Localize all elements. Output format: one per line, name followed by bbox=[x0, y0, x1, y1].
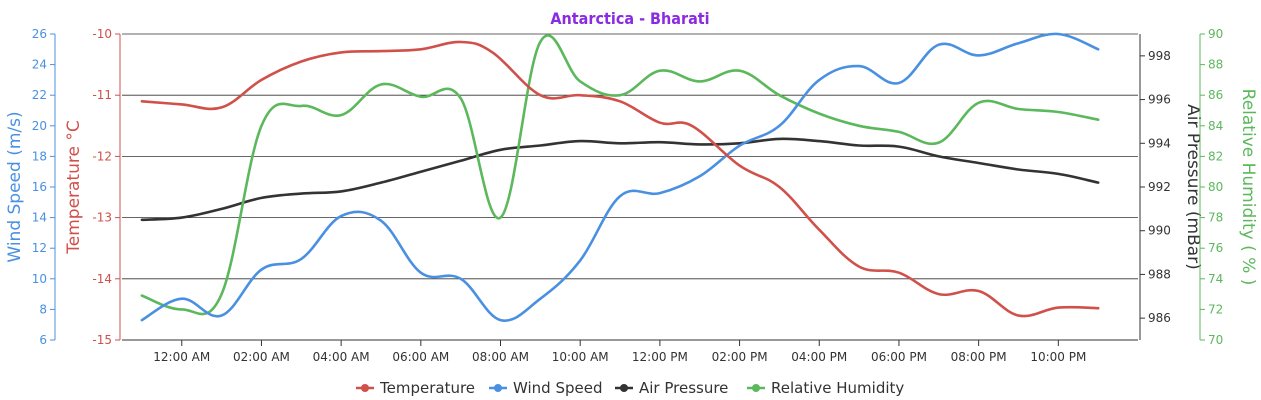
legend-label: Air Pressure bbox=[639, 379, 728, 397]
wind-tick-label: 18 bbox=[32, 149, 47, 163]
x-tick-label: 08:00 PM bbox=[951, 350, 1007, 364]
wind-tick-label: 12 bbox=[32, 241, 47, 255]
wind-tick-label: 20 bbox=[32, 119, 47, 133]
legend-label: Wind Speed bbox=[513, 379, 603, 397]
humidity-tick-label: 78 bbox=[1208, 211, 1223, 225]
x-tick-label: 08:00 AM bbox=[472, 350, 529, 364]
legend-swatch-marker bbox=[361, 384, 369, 392]
wind-tick-label: 24 bbox=[32, 58, 47, 72]
humidity-tick-label: 76 bbox=[1208, 241, 1223, 255]
legend-label: Relative Humidity bbox=[771, 379, 904, 397]
pressure-tick-label: 996 bbox=[1148, 93, 1171, 107]
x-tick-label: 12:00 AM bbox=[153, 350, 210, 364]
legend-item: Air Pressure bbox=[615, 379, 728, 397]
humidity-tick-label: 82 bbox=[1208, 149, 1223, 163]
temp-tick-label: -10 bbox=[92, 27, 112, 41]
x-tick-label: 06:00 AM bbox=[392, 350, 449, 364]
humidity-tick-label: 86 bbox=[1208, 88, 1223, 102]
legend-swatch-marker bbox=[494, 384, 502, 392]
humidity-tick-label: 90 bbox=[1208, 27, 1223, 41]
wind-tick-label: 6 bbox=[39, 333, 47, 347]
x-tick-label: 04:00 PM bbox=[791, 350, 847, 364]
x-tick-label: 02:00 AM bbox=[233, 350, 290, 364]
wind-tick-label: 16 bbox=[32, 180, 47, 194]
pressure-tick-label: 992 bbox=[1148, 180, 1171, 194]
wind-axis-title: Wind Speed (m/s) bbox=[5, 111, 25, 262]
humidity-tick-label: 74 bbox=[1208, 272, 1223, 286]
humidity-tick-label: 88 bbox=[1208, 58, 1223, 72]
legend-item: Relative Humidity bbox=[747, 379, 904, 397]
temp-tick-label: -12 bbox=[92, 149, 112, 163]
legend-swatch-marker bbox=[752, 384, 760, 392]
temp-tick-label: -13 bbox=[92, 211, 112, 225]
legend-item: Temperature bbox=[356, 379, 475, 397]
pressure-tick-label: 988 bbox=[1148, 267, 1171, 281]
x-tick-label: 06:00 PM bbox=[871, 350, 927, 364]
air-pressure-series-line bbox=[140, 137, 1100, 222]
relative-humidity-series-line bbox=[140, 34, 1100, 316]
x-tick-label: 04:00 AM bbox=[313, 350, 370, 364]
pressure-tick-label: 998 bbox=[1148, 49, 1171, 63]
pressure-tick-label: 990 bbox=[1148, 224, 1171, 238]
wind-speed-series-line bbox=[140, 32, 1100, 322]
chart-title: Antarctica - Bharati bbox=[550, 9, 709, 28]
wind-tick-label: 26 bbox=[32, 27, 47, 41]
humidity-tick-label: 70 bbox=[1208, 333, 1223, 347]
pressure-tick-label: 994 bbox=[1148, 136, 1171, 150]
temp-tick-label: -11 bbox=[92, 88, 112, 102]
temp-tick-label: -15 bbox=[92, 333, 112, 347]
humidity-axis-title: Relative Humidity ( % ) bbox=[1238, 89, 1258, 286]
pressure-tick-label: 986 bbox=[1148, 311, 1171, 325]
temperature-series-line bbox=[140, 40, 1100, 318]
pressure-axis-title: Air Pressure (mBar) bbox=[1183, 104, 1203, 270]
wind-tick-label: 8 bbox=[39, 302, 47, 316]
legend-label: Temperature bbox=[379, 379, 475, 397]
humidity-tick-label: 72 bbox=[1208, 302, 1223, 316]
wind-tick-label: 22 bbox=[32, 88, 47, 102]
humidity-tick-label: 80 bbox=[1208, 180, 1223, 194]
x-tick-label: 10:00 PM bbox=[1030, 350, 1086, 364]
humidity-tick-label: 84 bbox=[1208, 119, 1223, 133]
wind-tick-label: 10 bbox=[32, 272, 47, 286]
temp-axis-title: Temperature °C bbox=[64, 120, 84, 254]
temp-tick-label: -14 bbox=[92, 272, 112, 286]
x-tick-label: 10:00 AM bbox=[552, 350, 609, 364]
legend-item: Wind Speed bbox=[489, 379, 603, 397]
legend-swatch-marker bbox=[620, 384, 628, 392]
x-tick-label: 02:00 PM bbox=[712, 350, 768, 364]
wind-tick-label: 14 bbox=[32, 211, 47, 225]
x-tick-label: 12:00 PM bbox=[632, 350, 688, 364]
